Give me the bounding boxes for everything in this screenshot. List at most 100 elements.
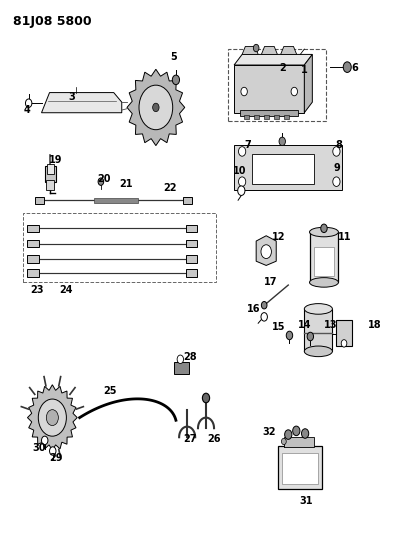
Text: 4: 4 — [24, 105, 31, 115]
Bar — [46, 180, 55, 190]
Text: 12: 12 — [271, 232, 285, 243]
Circle shape — [333, 177, 340, 187]
Bar — [337, 319, 351, 346]
Circle shape — [25, 99, 32, 108]
Text: 2: 2 — [279, 63, 286, 72]
Circle shape — [202, 393, 210, 403]
Bar — [264, 115, 269, 119]
Bar — [284, 115, 289, 119]
Bar — [27, 240, 39, 247]
Polygon shape — [242, 46, 258, 54]
Bar — [252, 154, 314, 184]
Circle shape — [42, 436, 48, 445]
Circle shape — [279, 137, 286, 146]
Text: 11: 11 — [338, 232, 351, 243]
Bar — [183, 197, 191, 204]
Circle shape — [238, 186, 245, 196]
Circle shape — [173, 75, 179, 85]
Bar — [36, 197, 44, 204]
Bar — [304, 309, 332, 351]
Bar — [278, 446, 322, 489]
Text: 8: 8 — [335, 140, 342, 150]
Polygon shape — [127, 69, 185, 146]
Circle shape — [253, 44, 259, 52]
Polygon shape — [304, 54, 312, 113]
Circle shape — [333, 147, 340, 156]
Bar — [282, 453, 318, 484]
Circle shape — [241, 87, 247, 96]
Circle shape — [177, 355, 183, 364]
Text: 25: 25 — [103, 386, 116, 396]
Text: 19: 19 — [49, 156, 62, 165]
Circle shape — [321, 224, 327, 232]
Ellipse shape — [309, 227, 339, 237]
Bar — [254, 115, 259, 119]
Text: 3: 3 — [68, 92, 75, 102]
Bar — [27, 224, 39, 232]
Circle shape — [261, 313, 267, 321]
Bar — [23, 214, 216, 282]
Bar — [47, 164, 54, 174]
Ellipse shape — [304, 346, 332, 357]
Text: 32: 32 — [263, 427, 276, 437]
Bar — [228, 49, 326, 120]
Polygon shape — [27, 385, 77, 450]
Text: 13: 13 — [324, 320, 337, 330]
Polygon shape — [42, 93, 122, 113]
Bar — [174, 362, 189, 374]
Text: 28: 28 — [183, 352, 197, 361]
Circle shape — [261, 245, 271, 259]
Circle shape — [286, 331, 292, 340]
Text: 26: 26 — [207, 434, 221, 444]
Circle shape — [292, 426, 300, 435]
Circle shape — [238, 177, 246, 187]
Bar — [314, 247, 335, 276]
Bar — [186, 240, 197, 247]
Text: 27: 27 — [183, 434, 197, 444]
Bar — [309, 232, 339, 282]
Text: 6: 6 — [351, 63, 358, 72]
Circle shape — [282, 438, 286, 445]
Text: 30: 30 — [33, 443, 46, 453]
Circle shape — [38, 399, 66, 436]
Polygon shape — [234, 54, 312, 65]
Bar — [274, 115, 279, 119]
Bar — [234, 65, 304, 113]
Text: 21: 21 — [119, 179, 133, 189]
Bar — [94, 198, 138, 203]
Circle shape — [50, 447, 56, 455]
Text: 20: 20 — [97, 174, 110, 184]
Bar — [27, 255, 39, 263]
Text: 5: 5 — [170, 52, 177, 62]
Bar — [244, 115, 249, 119]
Text: 10: 10 — [234, 166, 247, 176]
Ellipse shape — [309, 278, 339, 287]
Circle shape — [301, 429, 309, 438]
Text: 23: 23 — [31, 285, 44, 295]
Circle shape — [46, 410, 58, 425]
Polygon shape — [261, 46, 278, 54]
Bar — [240, 110, 298, 116]
Text: 9: 9 — [333, 164, 340, 173]
Text: 31: 31 — [300, 496, 313, 506]
Bar — [186, 255, 197, 263]
Text: 15: 15 — [271, 322, 285, 333]
Circle shape — [98, 178, 104, 185]
Circle shape — [285, 430, 292, 439]
Bar — [27, 269, 39, 277]
Circle shape — [238, 147, 246, 156]
Bar — [284, 437, 314, 447]
Text: 1: 1 — [301, 66, 308, 75]
Bar — [234, 144, 343, 190]
Text: 16: 16 — [247, 304, 261, 314]
Text: 18: 18 — [368, 320, 381, 330]
Bar — [186, 269, 197, 277]
Ellipse shape — [304, 304, 332, 314]
Text: 22: 22 — [163, 183, 177, 193]
Bar — [186, 224, 197, 232]
Text: 17: 17 — [263, 277, 277, 287]
Circle shape — [153, 103, 159, 112]
Text: 81J08 5800: 81J08 5800 — [13, 14, 92, 28]
Circle shape — [261, 302, 267, 309]
Text: 14: 14 — [298, 320, 311, 330]
